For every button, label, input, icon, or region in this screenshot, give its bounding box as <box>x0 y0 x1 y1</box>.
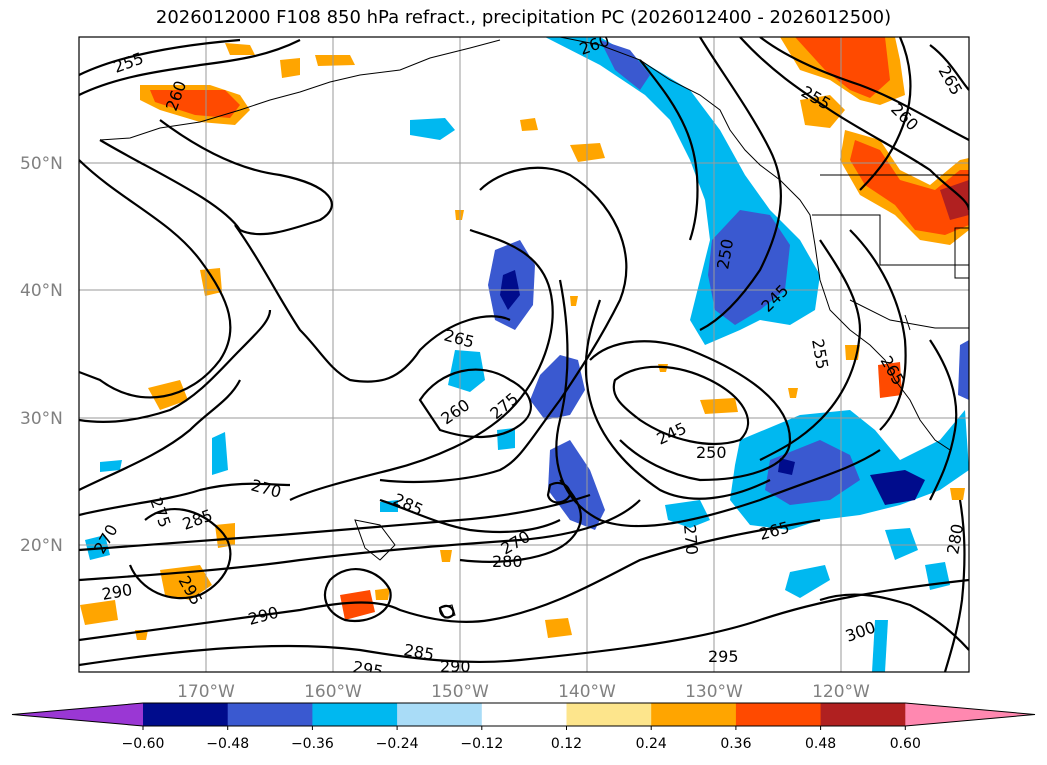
colorbar-segment <box>651 703 737 726</box>
colorbar-segment <box>735 703 822 726</box>
map-panel: 255 260 265 255 260 260 250 245 255 265 … <box>78 36 970 681</box>
lat-label-20n: 20°N <box>20 536 63 556</box>
colorbar-label: 0.60 <box>890 736 921 752</box>
lon-label-160w: 160°W <box>304 682 362 702</box>
colorbar-label: 0.36 <box>720 736 751 752</box>
colorbar-segment <box>227 703 313 726</box>
colorbar-label: −0.24 <box>376 736 419 752</box>
colorbar-label: 0.12 <box>551 736 582 752</box>
colorbar-label: 0.48 <box>805 736 836 752</box>
colorbar-label: −0.36 <box>291 736 334 752</box>
contour-label: 295 <box>351 657 384 681</box>
colorbar-segment <box>820 703 906 726</box>
contour-label: 250 <box>696 443 727 462</box>
lon-label-120w: 120°W <box>812 682 870 702</box>
lon-label-170w: 170°W <box>177 682 235 702</box>
colorbar-segment <box>312 703 398 726</box>
colorbar-segment <box>481 703 567 726</box>
colorbar-segment <box>143 703 229 726</box>
contour-label: 280 <box>492 552 523 571</box>
contour-label: 270 <box>680 524 702 556</box>
colorbar-label: 0.24 <box>636 736 667 752</box>
colorbar-segment <box>12 703 143 726</box>
longitude-labels: 170°W 160°W 150°W 140°W 130°W 120°W <box>177 682 870 702</box>
lat-label-50n: 50°N <box>20 154 63 174</box>
lon-label-140w: 140°W <box>558 682 616 702</box>
colorbar-segment <box>397 703 483 726</box>
lat-label-40n: 40°N <box>20 281 63 301</box>
colorbar-segment <box>905 703 1035 726</box>
refractivity-contours <box>79 37 969 672</box>
lon-label-130w: 130°W <box>685 682 743 702</box>
coastlines <box>99 37 969 619</box>
contour-label: 295 <box>708 647 739 666</box>
colorbar: −0.60 −0.48 −0.36 −0.24 −0.12 0.12 0.24 0.36 0.4… <box>11 702 1036 752</box>
precip-positive-areas <box>80 37 969 640</box>
colorbar-label: −0.48 <box>206 736 249 752</box>
map-frame <box>78 36 970 673</box>
colorbar-label: −0.60 <box>122 736 165 752</box>
contour-label: 290 <box>440 657 471 676</box>
lon-label-150w: 150°W <box>431 682 489 702</box>
chart-title: 2026012000 F108 850 hPa refract., precip… <box>155 7 892 28</box>
lat-label-30n: 30°N <box>20 409 63 429</box>
latitude-labels: 50°N 40°N 30°N 20°N <box>20 154 63 556</box>
colorbar-segment <box>566 703 652 726</box>
colorbar-label: −0.12 <box>460 736 503 752</box>
